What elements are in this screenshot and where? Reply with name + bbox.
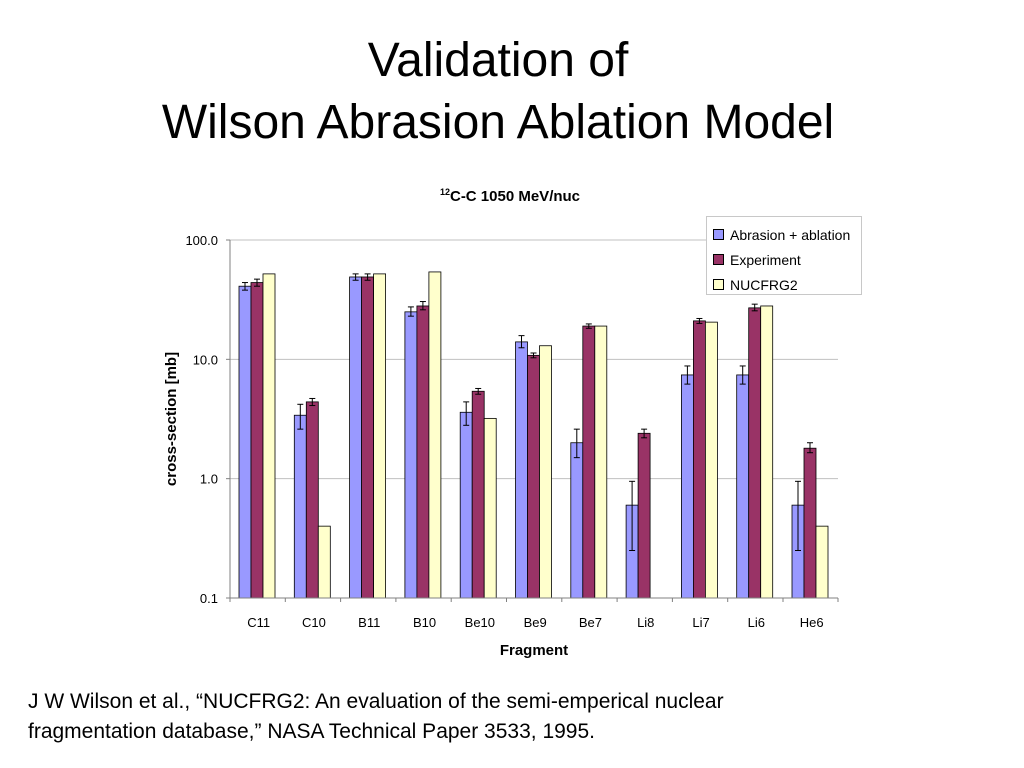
bar-experiment <box>527 354 540 599</box>
x-tick-label: B11 <box>358 615 380 630</box>
bar-abrasion-ablation <box>736 374 750 599</box>
bar-abrasion-ablation <box>404 311 418 599</box>
legend-label-experiment: Experiment <box>730 251 801 268</box>
citation: J W Wilson et al., “NUCFRG2: An evaluati… <box>28 687 1008 747</box>
x-tick-label: Be7 <box>579 615 602 630</box>
x-tick-label: C11 <box>247 615 270 630</box>
y-tick-label: 0.1 <box>200 591 218 606</box>
x-tick-label: Li8 <box>637 615 654 630</box>
x-tick-label: Li6 <box>748 615 765 630</box>
bar-nucfrg2 <box>705 321 718 599</box>
bar-nucfrg2 <box>373 273 387 599</box>
bar-nucfrg2 <box>594 325 608 599</box>
bar-abrasion-ablation <box>459 411 473 599</box>
bar-nucfrg2 <box>815 525 829 599</box>
bar-experiment <box>361 276 375 599</box>
bar-abrasion-ablation <box>570 442 584 599</box>
x-tick-label: B10 <box>413 615 436 630</box>
chart-title-superscript: 12 <box>440 187 450 197</box>
x-tick-label: C10 <box>302 615 326 630</box>
citation-line2: fragmentation database,” NASA Technical … <box>28 720 595 743</box>
x-axis-label: Fragment <box>500 642 568 659</box>
bar-abrasion-ablation <box>681 374 694 599</box>
bar-experiment <box>693 320 706 599</box>
chart-title-text: C-C 1050 MeV/nuc <box>450 188 580 205</box>
bar-experiment <box>250 282 264 599</box>
bar-experiment <box>637 432 651 599</box>
slide-title-line1: Validation of <box>367 34 629 87</box>
bar-experiment <box>471 390 485 599</box>
bar-experiment <box>416 305 430 599</box>
bar-nucfrg2 <box>539 345 552 599</box>
x-tick-label: He6 <box>800 615 824 630</box>
bar-abrasion-ablation <box>349 276 363 599</box>
y-axis-label: cross-section [mb] <box>163 352 180 486</box>
bar-abrasion-ablation <box>515 341 528 599</box>
y-tick-label: 100.0 <box>185 233 218 248</box>
bar-experiment <box>748 307 762 599</box>
x-tick-label: Li7 <box>692 615 709 630</box>
slide-title: Validation of Wilson Abrasion Ablation M… <box>0 30 996 154</box>
x-tick-label: Be9 <box>524 615 547 630</box>
legend-swatch-abrasion <box>713 229 724 240</box>
bar-experiment <box>582 325 596 599</box>
bar-experiment <box>305 401 319 599</box>
legend-swatch-experiment <box>713 254 724 265</box>
legend-label-abrasion: Abrasion + ablation <box>730 226 851 243</box>
legend-item-nucfrg2: NUCFRG2 <box>707 272 861 297</box>
chart-legend: Abrasion + ablation Experiment NUCFRG2 <box>706 216 862 295</box>
citation-line1: J W Wilson et al., “NUCFRG2: An evaluati… <box>28 690 724 713</box>
legend-swatch-nucfrg2 <box>713 279 724 290</box>
y-tick-label: 10.0 <box>193 352 218 367</box>
y-tick-label: 1.0 <box>200 472 218 487</box>
bar-experiment <box>803 447 817 599</box>
legend-item-experiment: Experiment <box>707 247 861 272</box>
legend-label-nucfrg2: NUCFRG2 <box>730 276 798 293</box>
bar-nucfrg2 <box>428 271 442 599</box>
x-tick-label: Be10 <box>465 615 495 630</box>
bar-nucfrg2 <box>483 417 497 599</box>
bar-abrasion-ablation <box>238 285 252 599</box>
bar-abrasion-ablation <box>293 414 307 599</box>
bar-nucfrg2 <box>760 305 774 599</box>
slide-title-line2: Wilson Abrasion Ablation Model <box>161 96 835 149</box>
legend-item-abrasion: Abrasion + ablation <box>707 222 861 247</box>
bar-nucfrg2 <box>262 273 276 599</box>
bar-nucfrg2 <box>317 525 331 599</box>
chart-title: 12C-C 1050 MeV/nuc <box>440 187 580 205</box>
